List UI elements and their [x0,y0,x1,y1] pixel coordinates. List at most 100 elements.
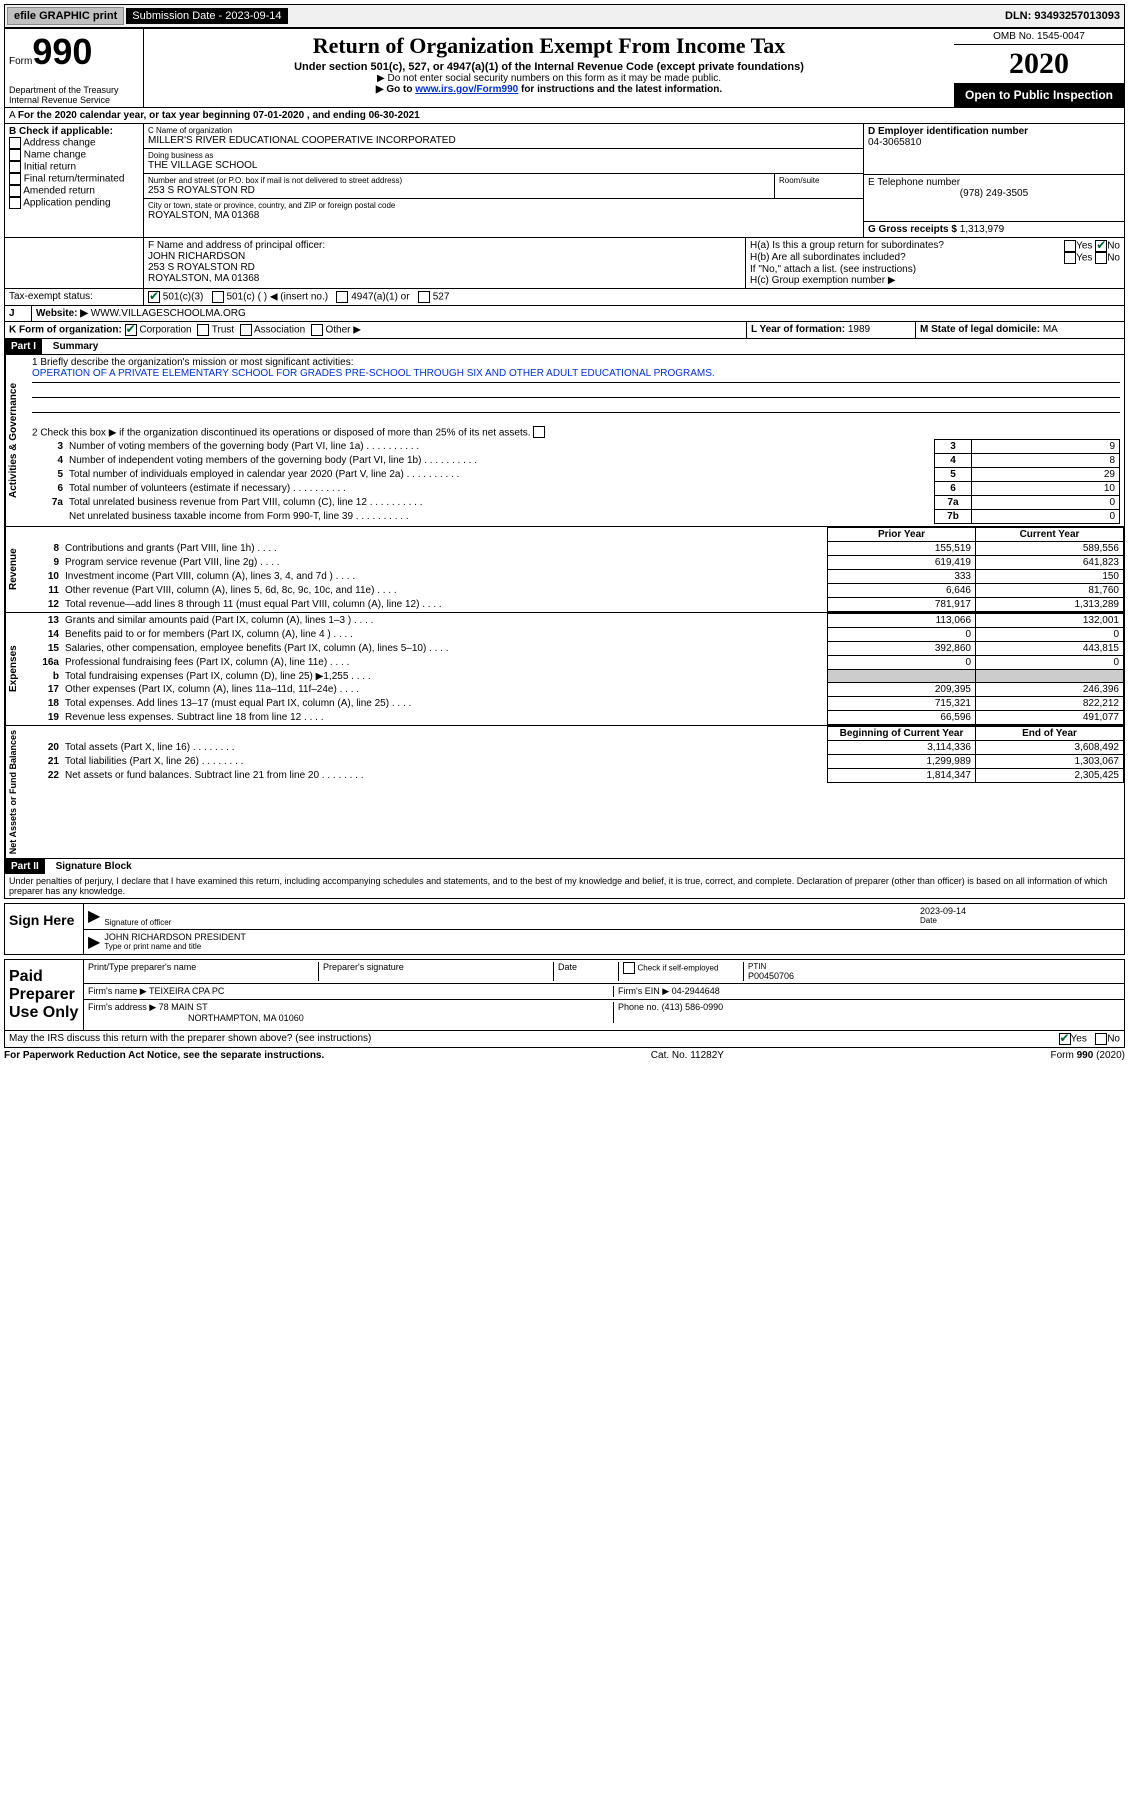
box-c: C Name of organization MILLER'S RIVER ED… [144,124,864,237]
side-netassets: Net Assets or Fund Balances [5,726,28,858]
footer-left: For Paperwork Reduction Act Notice, see … [4,1050,324,1061]
omb-number: OMB No. 1545-0047 [954,29,1124,45]
street: 253 S ROYALSTON RD [148,185,770,196]
check-final-return[interactable]: Final return/terminated [9,173,139,185]
col-end: End of Year [976,727,1124,741]
check-application-pending[interactable]: Application pending [9,197,139,209]
check-501c3[interactable] [148,291,160,303]
period-line: A For the 2020 calendar year, or tax yea… [5,108,1124,124]
expenses-table: 13Grants and similar amounts paid (Part … [28,613,1124,725]
ssn-note: ▶ Do not enter social security numbers o… [146,73,952,84]
info-block: B Check if applicable: Address change Na… [5,124,1124,238]
klm-row: K Form of organization: Corporation Trus… [5,322,1124,339]
check-corp[interactable] [125,324,137,336]
check-discontinued[interactable] [533,426,545,438]
footer: For Paperwork Reduction Act Notice, see … [4,1048,1125,1063]
officer-printed-label: Type or print name and title [104,942,1120,951]
city-label: City or town, state or province, country… [148,201,859,210]
street-label: Number and street (or P.O. box if mail i… [148,176,770,185]
check-name-change[interactable]: Name change [9,149,139,161]
box-m: M State of legal domicile: MA [916,322,1124,338]
arrow-icon: ▶ [88,932,104,952]
ha-yes[interactable] [1064,240,1076,252]
firm-addr-label: Firm's address ▶ [88,1002,156,1012]
goto-note: ▶ Go to www.irs.gov/Form990 for instruct… [146,84,952,95]
netassets-table: Beginning of Current Year End of Year 20… [28,726,1124,783]
part2-header: Part II Signature Block [5,858,1124,874]
h-b-label: H(b) Are all subordinates included? [750,252,906,264]
sign-here-label: Sign Here [5,904,84,954]
box-b: B Check if applicable: Address change Na… [5,124,144,237]
department-label: Department of the Treasury Internal Reve… [9,85,139,105]
check-self-employed[interactable] [623,963,635,973]
prep-name-label: Print/Type preparer's name [88,962,319,981]
h-c-label: H(c) Group exemption number ▶ [750,275,1120,286]
form-title: Return of Organization Exempt From Incom… [146,33,952,59]
check-4947[interactable] [336,291,348,303]
officer-addr1: 253 S ROYALSTON RD [148,262,741,273]
prep-phone: (413) 586-0990 [662,1002,724,1012]
ein: 04-3065810 [868,137,1120,148]
check-other[interactable] [311,324,323,336]
mission: OPERATION OF A PRIVATE ELEMENTARY SCHOOL… [32,368,1120,383]
top-bar: efile GRAPHIC print Submission Date - 20… [4,4,1125,28]
box-h: H(a) Is this a group return for subordin… [746,238,1124,288]
firm-name-label: Firm's name ▶ [88,986,147,996]
perjury-declaration: Under penalties of perjury, I declare th… [5,874,1124,898]
revenue-table: Prior Year Current Year 8Contributions a… [28,527,1124,612]
activities-section: Activities & Governance 1 Briefly descri… [5,355,1124,527]
dba: THE VILLAGE SCHOOL [148,160,859,171]
officer-printed-name: JOHN RICHARDSON PRESIDENT [104,932,1120,942]
officer-label: F Name and address of principal officer: [148,240,741,251]
side-revenue: Revenue [5,527,28,612]
firm-ein: 04-2944648 [672,986,720,996]
efile-print-button[interactable]: efile GRAPHIC print [7,7,124,25]
website-label: Website: ▶ [36,308,88,319]
prep-sig-label: Preparer's signature [319,962,554,981]
phone: (978) 249-3505 [868,188,1120,199]
ein-label: D Employer identification number [868,126,1120,137]
officer-addr2: ROYALSTON, MA 01368 [148,273,741,284]
j-label: J [5,306,32,321]
governance-table: 3Number of voting members of the governi… [32,439,1120,524]
right-boxes: OMB No. 1545-0047 2020 Open to Public In… [954,29,1124,107]
check-trust[interactable] [197,324,209,336]
firm-ein-label: Firm's EIN ▶ [618,986,669,996]
check-amended[interactable]: Amended return [9,185,139,197]
check-address-change[interactable]: Address change [9,137,139,149]
may-irs-no[interactable] [1095,1033,1107,1045]
firm-addr: 78 MAIN ST [159,1002,208,1012]
room-label: Room/suite [779,176,859,185]
tax-exempt-label: Tax-exempt status: [5,289,144,305]
paid-label: Paid Preparer Use Only [5,960,84,1030]
box-deg: D Employer identification number 04-3065… [864,124,1124,237]
cat-no: Cat. No. 11282Y [651,1050,724,1061]
firm-city: NORTHAMPTON, MA 01060 [88,1013,613,1023]
title-block: Return of Organization Exempt From Incom… [144,29,954,107]
submission-date: Submission Date - 2023-09-14 [126,8,287,24]
check-initial-return[interactable]: Initial return [9,161,139,173]
footer-right: Form 990 (2020) [1051,1050,1125,1061]
irs-link[interactable]: www.irs.gov/Form990 [415,84,518,95]
city: ROYALSTON, MA 01368 [148,210,859,221]
box-k: K Form of organization: Corporation Trus… [5,322,747,338]
check-assoc[interactable] [240,324,252,336]
may-irs-yes[interactable] [1059,1033,1071,1045]
box-b-label: B Check if applicable: [9,126,139,137]
paid-preparer-block: Paid Preparer Use Only Print/Type prepar… [4,959,1125,1031]
check-527[interactable] [418,291,430,303]
check-501c[interactable] [212,291,224,303]
phone-label: E Telephone number [868,177,1120,188]
revenue-section: Revenue Prior Year Current Year 8Contrib… [5,527,1124,613]
form-number-block: Form990 Department of the Treasury Inter… [5,29,144,107]
form-container: Form990 Department of the Treasury Inter… [4,28,1125,899]
side-expenses: Expenses [5,613,28,725]
q1: 1 Briefly describe the organization's mi… [32,357,1120,368]
year-formation: 1989 [848,324,870,335]
hb-yes[interactable] [1064,252,1076,264]
ha-no[interactable] [1095,240,1107,252]
hb-no[interactable] [1095,252,1107,264]
part1-header: Part I Summary [5,339,1124,355]
fh-block: F Name and address of principal officer:… [5,238,1124,289]
org-name: MILLER'S RIVER EDUCATIONAL COOPERATIVE I… [148,135,859,146]
